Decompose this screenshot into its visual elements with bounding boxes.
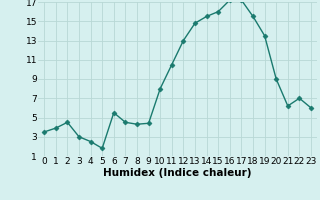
X-axis label: Humidex (Indice chaleur): Humidex (Indice chaleur) [103, 168, 252, 178]
